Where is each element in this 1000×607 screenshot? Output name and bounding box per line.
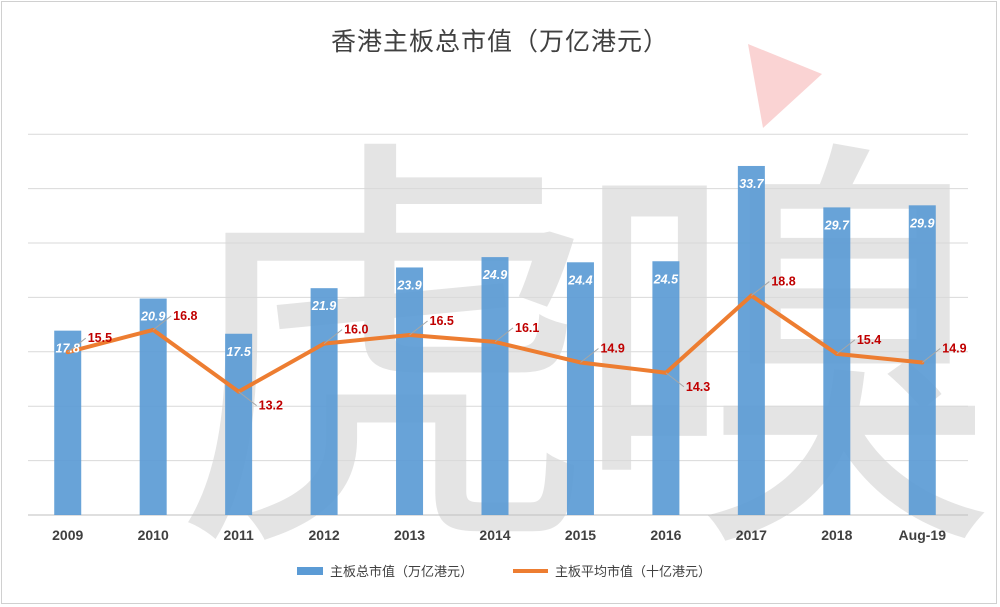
bar-2009 [54,330,82,515]
leader-line [409,320,428,336]
x-tick-label: 2009 [52,527,83,543]
leader-line [751,281,770,296]
bar-value-label: 23.9 [396,278,421,292]
line-series [65,281,941,407]
x-tick-label: 2015 [565,527,596,543]
line-value-label: 16.0 [344,323,368,337]
line-value-label: 16.8 [173,309,197,323]
x-tick-label: 2012 [309,527,340,543]
line-value-label: 15.5 [88,331,112,345]
legend-label-line: 主板平均市值（十亿港元） [555,564,711,579]
leader-line [665,372,685,388]
line-value-label: 16.1 [515,321,539,335]
line-value-label: 18.8 [771,275,795,289]
bar-value-label: 17.5 [226,345,251,359]
x-tick-label: 2018 [821,527,852,543]
leader-line [494,327,514,343]
line-value-label: 14.9 [600,341,624,355]
bar-2011 [225,333,253,515]
bar-2014 [481,257,509,515]
bar-2015 [566,262,594,515]
bar-value-label: 24.5 [653,272,679,286]
legend-label-bar: 主板总市值（万亿港元） [330,564,473,579]
data-labels: 17.8 20.9 17.5 21.9 23.9 24.9 24.4 24.5 33.7 29.7… [56,177,967,413]
line-value-label: 14.3 [686,380,710,394]
bar-value-label: 29.7 [824,218,850,232]
bar-value-label: 33.7 [739,177,764,191]
x-tick-label: 2017 [736,527,767,543]
x-tick-label: 2011 [223,527,254,543]
x-axis-ticks: 2009 2010 2011 2012 2013 2014 2015 2016 2017 2018… [52,527,946,543]
leader-line [152,315,172,331]
x-tick-label: 2010 [138,527,169,543]
bar-value-label: 29.9 [909,216,934,230]
bar-value-label: 20.9 [140,310,165,324]
bar-value-label: 24.9 [482,268,507,282]
line-value-label: 16.5 [430,314,454,328]
bar-2017 [737,165,765,515]
leader-line [836,339,856,355]
legend-swatch-bar [297,567,323,575]
leader-line [921,348,941,363]
leader-line [67,337,87,353]
bar-value-label: 21.9 [311,299,336,313]
line-value-label: 13.2 [259,399,283,413]
bar-2018 [823,207,851,515]
bar-value-label: 17.8 [56,342,80,356]
x-tick-label: Aug-19 [899,527,947,543]
bar-2016 [652,261,680,515]
leader-line [323,329,343,344]
x-tick-label: 2014 [479,527,510,543]
x-tick-label: 2016 [650,527,681,543]
chart-title: 香港主板总市值（万亿港元） [330,28,669,56]
watermark-triangle [748,44,822,128]
bar-value-label: 24.4 [567,273,592,287]
legend: 主板总市值（万亿港元） 主板平均市值（十亿港元） [297,564,711,579]
line-value-label: 15.4 [857,333,881,347]
leader-line [238,391,257,407]
line-value-label: 14.9 [942,341,966,355]
x-tick-label: 2013 [394,527,425,543]
bar-2012 [310,288,338,515]
bar-2013 [396,267,424,515]
leader-line [580,348,599,363]
